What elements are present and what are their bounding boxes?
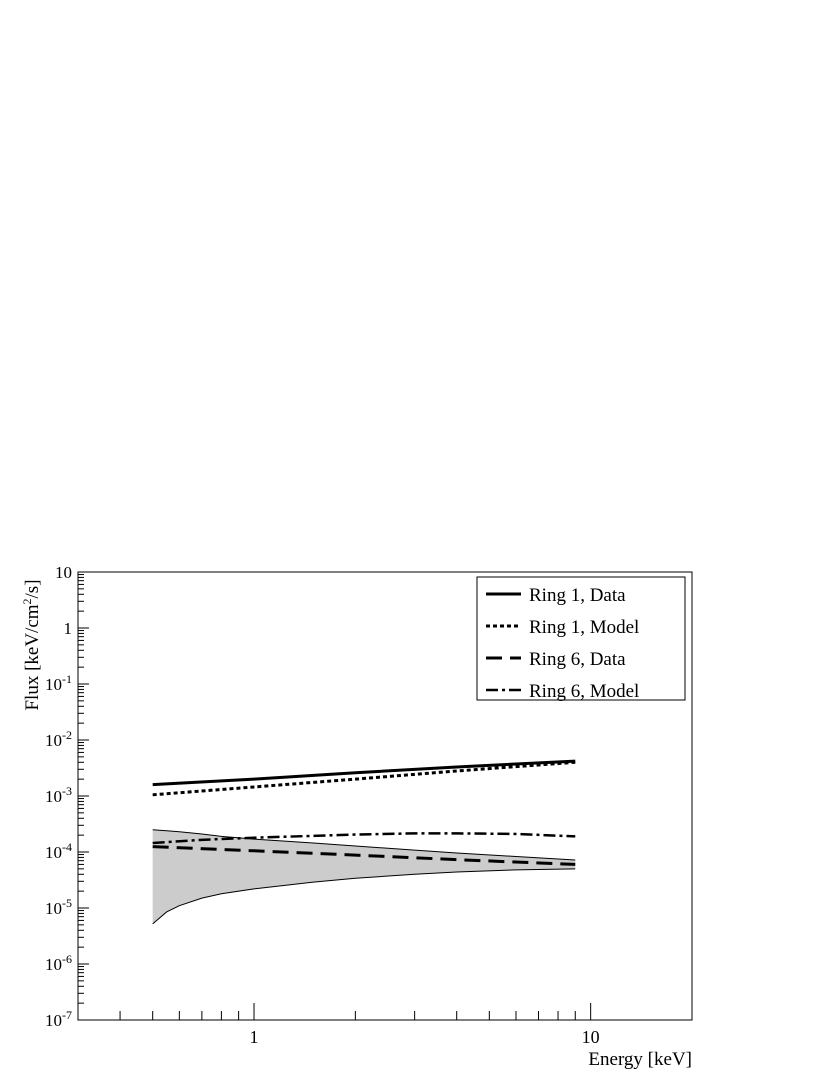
band-upper-edge [152,829,576,861]
uncertainty-band-layer [152,829,576,925]
legend-label-ring-6-model: Ring 6, Model [529,681,639,702]
legend-box [476,576,686,701]
series-line-ring-1-model [152,760,576,797]
axis-ticks [77,571,693,1021]
y-tick-label: 10-6 [45,952,72,974]
legend-label-ring-1-model: Ring 1, Model [529,617,639,638]
x-tick-label: 10 [582,1027,600,1047]
legend-label-ring-6-data: Ring 6, Data [529,649,626,670]
y-tick-label: 1 [64,619,73,638]
y-tick-label: 10-1 [45,672,72,694]
x-axis-label: Energy [keV] [588,1049,692,1070]
legend-label-ring-1-data: Ring 1, Data [529,585,626,606]
series-layer [152,759,576,866]
y-tick-label: 10-2 [45,728,72,750]
x-tick-labels: 1 10 [250,1027,600,1047]
y-tick-labels: 10-7 10-6 10-5 10-4 10-3 10-2 10-1 1 10 [45,563,72,1030]
y-tick-label: 10-5 [45,896,72,918]
series-line-ring-6-model [152,832,576,845]
x-tick-label: 1 [250,1027,259,1047]
series-line-ring-6-data [152,845,576,866]
y-tick-label: 10-3 [45,784,72,806]
y-tick-label: 10-4 [45,840,72,862]
y-tick-label: 10 [55,563,72,582]
uncertainty-band [152,829,576,924]
y-axis-label: Flux [keV/cm2/s] [20,579,43,710]
series-line-ring-1-data [152,759,576,787]
y-tick-label: 10-7 [45,1008,72,1030]
band-lower-edge [152,868,576,925]
legend: Ring 1, Data Ring 1, Model Ring 6, Data Rin… [476,576,686,702]
